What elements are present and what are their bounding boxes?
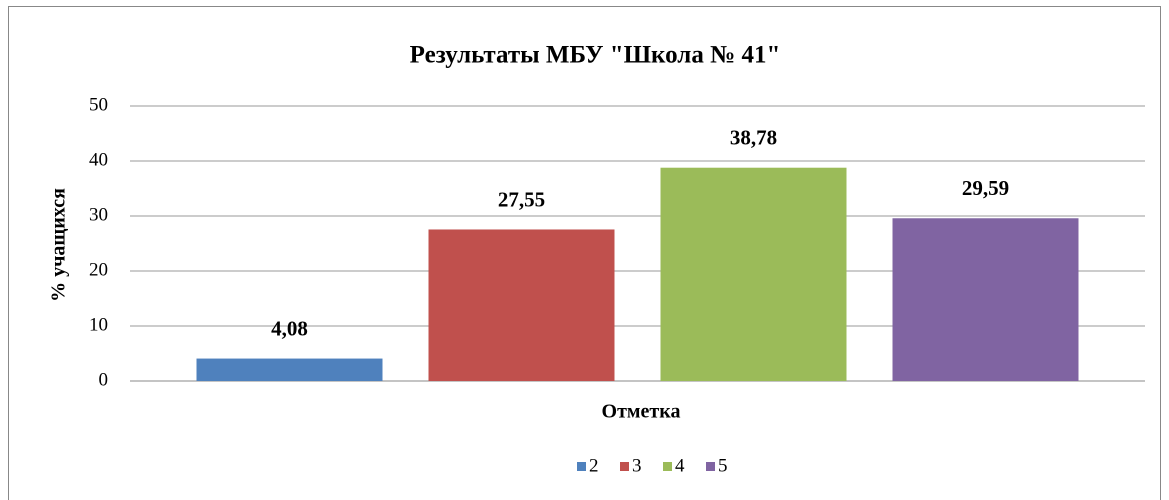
- bar: [196, 358, 383, 381]
- y-tick-label: 10: [89, 314, 108, 335]
- value-label: 38,78: [730, 126, 777, 150]
- legend-label: 3: [632, 455, 642, 476]
- y-tick-label: 0: [99, 369, 109, 390]
- legend-label: 4: [675, 455, 685, 476]
- bar: [660, 167, 847, 381]
- value-label: 29,59: [962, 176, 1009, 200]
- bar: [892, 218, 1079, 381]
- y-tick-label: 50: [89, 94, 108, 115]
- legend-swatch: [706, 462, 715, 471]
- x-axis-label: Отметка: [602, 401, 681, 423]
- y-tick-label: 30: [89, 204, 108, 225]
- y-tick-label: 20: [89, 259, 108, 280]
- y-axis-label: % учащихся: [48, 188, 70, 302]
- bar: [428, 229, 615, 381]
- legend-swatch: [577, 462, 586, 471]
- chart-title: Результаты МБУ "Школа № 41": [410, 42, 781, 69]
- y-tick-label: 40: [89, 149, 108, 170]
- legend-swatch: [620, 462, 629, 471]
- legend-label: 2: [589, 455, 599, 476]
- legend-swatch: [663, 462, 672, 471]
- legend-label: 5: [718, 455, 728, 476]
- value-label: 4,08: [271, 316, 308, 340]
- value-label: 27,55: [498, 187, 545, 211]
